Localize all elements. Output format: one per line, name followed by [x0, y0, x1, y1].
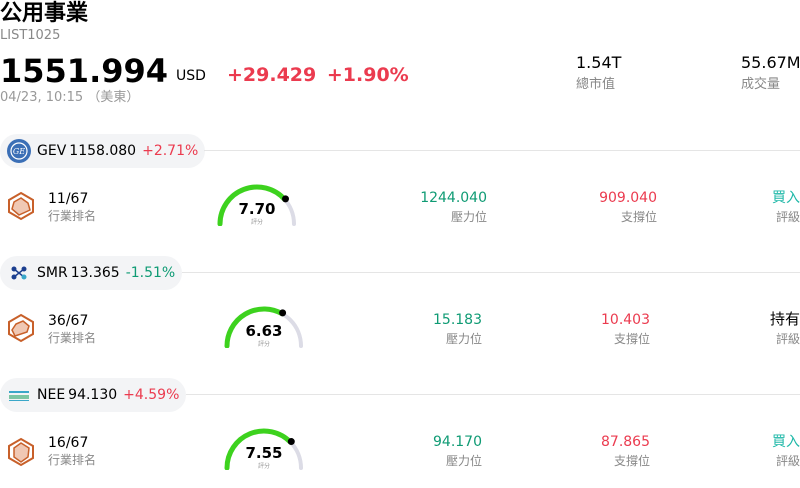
nextera-logo-icon [7, 383, 31, 407]
resistance-label: 壓力位 [450, 210, 487, 224]
page-title: 公用事業 [0, 1, 89, 26]
rank-value: 11/67 [48, 191, 89, 207]
gauge-fill [224, 306, 285, 348]
score-gauge [224, 428, 303, 470]
rating-label: 評級 [775, 210, 800, 224]
score-value: 6.63 [245, 322, 283, 340]
svg-text:GE: GE [13, 147, 25, 156]
change-percent: +1.90% [326, 64, 409, 86]
rating-label: 評級 [775, 332, 800, 346]
resistance-label: 壓力位 [445, 454, 482, 468]
support-level: 909.040 支撐位 [599, 189, 657, 225]
score-gauge [224, 306, 303, 348]
industry-rank: 36/67 行業排名 [48, 312, 96, 346]
gauge-marker [279, 309, 287, 317]
currency-label: USD [176, 68, 206, 84]
rank-label: 行業排名 [48, 331, 97, 345]
market-cap-stat: 1.54T 總市值 [576, 53, 621, 93]
gauge-fill [217, 184, 288, 226]
stock-change: -1.51% [125, 265, 176, 281]
index-change: +29.429 +1.90% [227, 63, 409, 87]
rating: 買入 評級 [772, 433, 800, 469]
nuscale-logo-icon [7, 261, 31, 285]
support-level: 87.865 支撐位 [601, 433, 650, 469]
gauge-marker [282, 195, 289, 203]
market-cap-value: 1.54T [576, 53, 622, 72]
stock-price: 13.365 [70, 265, 120, 281]
stock-pill-gev[interactable]: GE GEV 1158.080 +2.71% [0, 134, 206, 168]
stock-ticker: NEE [37, 387, 66, 403]
rating: 持有 評級 [770, 309, 800, 347]
rating-value: 買入 [772, 190, 800, 206]
industry-rank: 11/67 行業排名 [48, 190, 96, 224]
quote-time: 04/23, 10:15 （美東） [0, 90, 140, 105]
rank-radar-icon [8, 313, 34, 343]
stock-pill-smr[interactable]: SMR 13.365 -1.51% [0, 256, 183, 290]
score-label: 評分 [257, 341, 270, 348]
support-label: 支撐位 [620, 210, 657, 224]
volume-value: 55.67M [741, 53, 800, 72]
rank-value: 16/67 [48, 435, 89, 451]
support-value: 10.403 [601, 312, 650, 328]
index-code: LIST1025 [0, 28, 61, 43]
score-gauge [217, 184, 296, 226]
rank-value: 36/67 [48, 313, 89, 329]
rank-label: 行業排名 [48, 209, 97, 223]
stock-ticker: GEV [37, 143, 67, 159]
stock-change: +4.59% [123, 387, 180, 403]
rank-radar-icon [8, 437, 34, 467]
resistance-value: 1244.040 [420, 190, 487, 206]
index-price: 1551.994 [0, 52, 169, 90]
support-label: 支撐位 [613, 332, 650, 346]
stock-ticker: SMR [37, 265, 68, 281]
rating-label: 評級 [775, 454, 800, 468]
stock-price: 94.130 [68, 387, 118, 403]
section-divider [182, 272, 800, 273]
rating-value: 買入 [772, 434, 800, 450]
resistance-value: 15.183 [433, 312, 482, 328]
support-value: 87.865 [601, 434, 650, 450]
rank-label: 行業排名 [48, 453, 97, 467]
market-cap-label: 總市值 [576, 77, 616, 92]
support-label: 支撐位 [613, 454, 650, 468]
volume-stat: 55.67M 成交量 [741, 53, 800, 93]
volume-label: 成交量 [741, 77, 781, 92]
stock-change: +2.71% [142, 143, 199, 159]
section-divider [186, 394, 800, 395]
rating: 買入 評級 [772, 189, 800, 225]
rank-radar-icon [8, 191, 34, 221]
support-level: 10.403 支撐位 [601, 311, 650, 347]
score-label: 評分 [250, 219, 263, 226]
stock-price: 1158.080 [69, 143, 137, 159]
resistance-label: 壓力位 [445, 332, 482, 346]
ge-logo-icon: GE [7, 139, 31, 163]
rating-value: 持有 [769, 310, 800, 328]
resistance-level: 94.170 壓力位 [433, 433, 482, 469]
gauge-fill [224, 428, 294, 470]
score-value: 7.55 [245, 444, 283, 462]
change-value: +29.429 [227, 64, 317, 86]
resistance-value: 94.170 [433, 434, 482, 450]
gauge-marker [287, 438, 295, 446]
score-label: 評分 [257, 463, 270, 470]
resistance-level: 15.183 壓力位 [433, 311, 482, 347]
score-value: 7.70 [238, 200, 276, 218]
resistance-level: 1244.040 壓力位 [420, 189, 487, 225]
section-divider [204, 150, 800, 151]
industry-rank: 16/67 行業排名 [48, 434, 96, 468]
support-value: 909.040 [599, 190, 657, 206]
stock-pill-nee[interactable]: NEE 94.130 +4.59% [0, 378, 187, 412]
